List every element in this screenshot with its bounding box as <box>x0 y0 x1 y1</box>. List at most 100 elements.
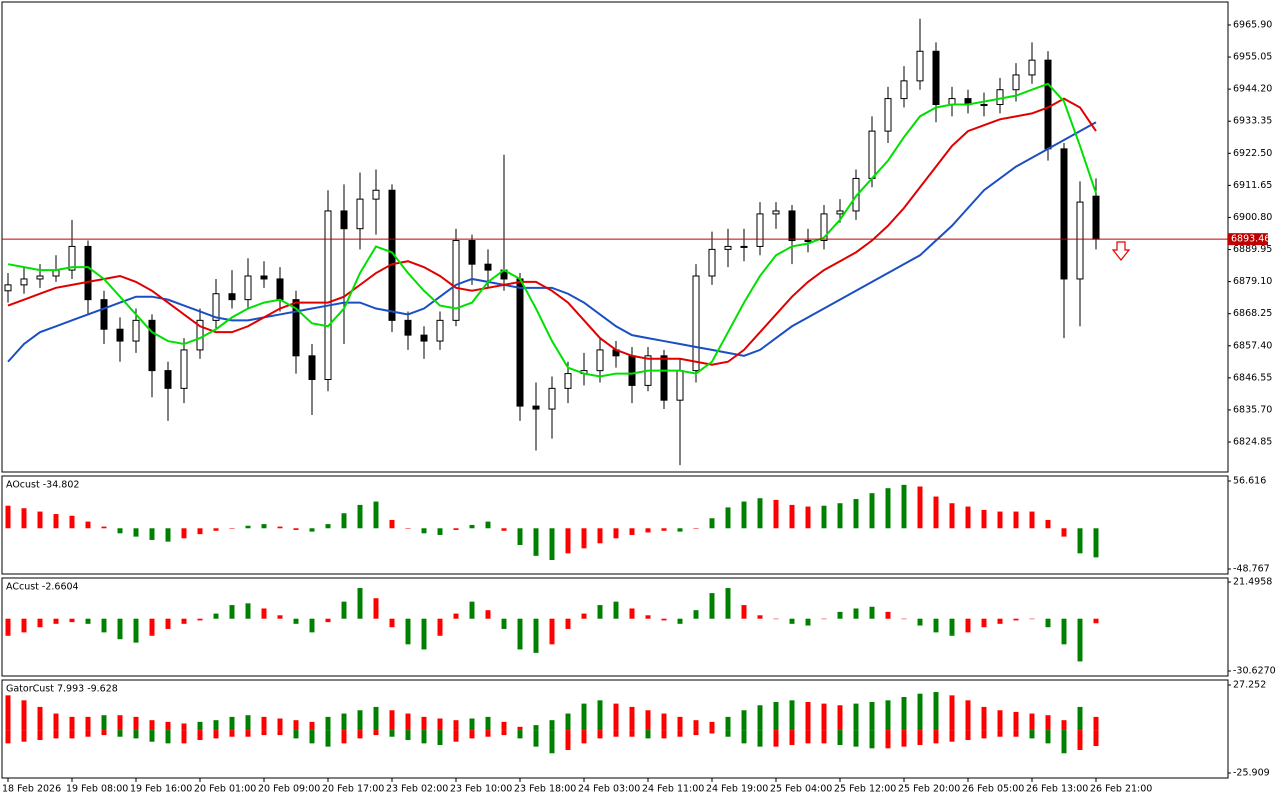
candle-body <box>532 405 540 410</box>
histogram-bar <box>933 730 939 744</box>
y-tick-label: 6824.85 <box>1233 437 1272 448</box>
histogram-bar <box>197 528 203 535</box>
histogram-bar <box>773 701 779 731</box>
histogram-bar <box>709 593 715 619</box>
histogram-bar <box>549 618 555 645</box>
panel-title: ACcust -2.6604 <box>6 582 79 593</box>
histogram-bar <box>421 618 427 650</box>
histogram-bar <box>421 528 427 534</box>
histogram-bar <box>597 605 603 619</box>
histogram-bar <box>133 618 139 643</box>
histogram-bar <box>341 601 347 619</box>
histogram-bar <box>453 730 459 742</box>
histogram-bar <box>677 730 683 737</box>
histogram-bar <box>261 716 267 731</box>
histogram-bar <box>69 716 75 731</box>
histogram-bar <box>1077 706 1083 731</box>
histogram-bar <box>677 528 683 532</box>
histogram-bar <box>1093 730 1099 747</box>
histogram-bar <box>133 730 139 739</box>
ac-panel-frame <box>1 577 1229 677</box>
histogram-bar <box>5 730 11 744</box>
histogram-bar <box>421 716 427 731</box>
candle-body <box>1076 201 1084 280</box>
histogram-bar <box>149 730 155 742</box>
y-tick-label: 6965.90 <box>1233 19 1272 30</box>
histogram-bar <box>437 718 443 731</box>
histogram-bar <box>469 601 475 619</box>
histogram-bar <box>725 730 731 737</box>
histogram-bar <box>725 507 731 529</box>
histogram-bar <box>549 528 555 561</box>
histogram-bar <box>309 528 315 532</box>
histogram-bar <box>725 587 731 619</box>
candle-body <box>1028 59 1036 76</box>
candle-body <box>20 278 28 286</box>
candle-body <box>1092 195 1100 240</box>
histogram-bar <box>1045 730 1051 744</box>
histogram-bar <box>341 713 347 731</box>
candle-body <box>916 50 924 82</box>
histogram-bar <box>773 499 779 529</box>
histogram-bar <box>1045 618 1051 628</box>
histogram-bar <box>277 730 283 736</box>
histogram-bar <box>805 701 811 731</box>
candle-body <box>212 293 220 321</box>
histogram-bar <box>981 730 987 739</box>
candle-body <box>468 240 476 265</box>
histogram-bar <box>565 528 571 554</box>
candle-body <box>452 240 460 321</box>
histogram-bar <box>405 713 411 731</box>
histogram-bar <box>229 528 235 529</box>
histogram-bar <box>1045 715 1051 731</box>
x-tick-label: 23 Feb 02:00 <box>386 784 448 795</box>
candle-body <box>308 355 316 380</box>
candle-body <box>516 278 524 407</box>
histogram-bar <box>261 608 267 619</box>
histogram-bar <box>597 528 603 544</box>
histogram-bar <box>885 700 891 731</box>
candle-body <box>180 349 188 389</box>
histogram-bar <box>357 730 363 739</box>
histogram-bar <box>1077 528 1083 554</box>
candle-body <box>132 319 140 342</box>
histogram-bar <box>773 730 779 747</box>
candle-body <box>196 319 204 351</box>
histogram-bar <box>197 721 203 731</box>
histogram-bar <box>853 608 859 619</box>
indicator-line <box>7 82 1097 378</box>
histogram-bar <box>581 730 587 744</box>
y-tick-label: -25.909 <box>1233 767 1270 778</box>
x-tick-label: 26 Feb 05:00 <box>962 784 1024 795</box>
histogram-bar <box>373 501 379 529</box>
histogram-bar <box>1029 730 1035 739</box>
histogram-bar <box>1029 511 1035 529</box>
candle-body <box>1060 148 1068 280</box>
histogram-bar <box>853 703 859 731</box>
histogram-bar <box>437 730 443 746</box>
candle-body <box>836 210 844 215</box>
histogram-bar <box>645 730 651 739</box>
histogram-bar <box>37 730 43 741</box>
histogram-bar <box>949 503 955 529</box>
histogram-bar <box>709 721 715 731</box>
candle-body <box>36 275 44 280</box>
histogram-bar <box>149 618 155 636</box>
candle-body <box>628 355 636 386</box>
histogram-bar <box>645 710 651 731</box>
histogram-bar <box>1013 511 1019 529</box>
histogram-bar <box>245 715 251 731</box>
histogram-bar <box>805 730 811 744</box>
histogram-bar <box>1061 720 1067 731</box>
histogram-bar <box>1077 730 1083 750</box>
histogram-bar <box>661 730 667 739</box>
x-tick-label: 20 Feb 09:00 <box>258 784 320 795</box>
candle-body <box>340 210 348 230</box>
histogram-bar <box>117 730 123 737</box>
histogram-bar <box>901 618 907 620</box>
histogram-bar <box>693 730 699 736</box>
y-tick-label: 6922.50 <box>1233 148 1272 159</box>
histogram-bar <box>869 701 875 731</box>
histogram-bar <box>1093 618 1099 624</box>
